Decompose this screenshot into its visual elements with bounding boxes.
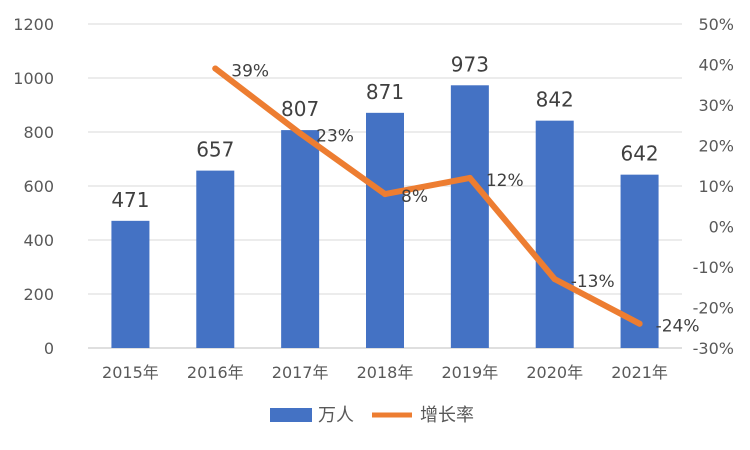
bar-data-label: 657 xyxy=(196,138,234,162)
line-data-label: 23% xyxy=(316,126,354,146)
x-tick-label: 2018年 xyxy=(357,363,414,382)
line-point xyxy=(551,276,558,283)
growth-rate-line xyxy=(212,65,643,327)
bar-data-label: 842 xyxy=(536,88,574,112)
bar xyxy=(366,112,404,348)
line-point xyxy=(382,191,388,198)
line-data-label: 39% xyxy=(231,62,269,82)
line-point xyxy=(297,130,304,137)
left-y-tick-label: 1000 xyxy=(13,69,54,88)
right-y-tick-label: -10% xyxy=(693,258,734,277)
line-data-label: 12% xyxy=(486,171,524,191)
line-point xyxy=(466,174,473,181)
right-y-tick-label: 50% xyxy=(698,15,734,34)
right-y-tick-label: -30% xyxy=(693,339,734,358)
bar xyxy=(281,130,320,348)
x-axis: 2015年 2016年 2017年 2018年 2019年 2020年 2021年 xyxy=(102,363,668,382)
bar xyxy=(450,85,489,348)
left-y-tick-label: 600 xyxy=(23,177,54,196)
line-data-label: -24% xyxy=(656,317,700,337)
x-tick-label: 2021年 xyxy=(611,363,668,382)
right-y-tick-label: 20% xyxy=(698,137,734,156)
x-tick-label: 2019年 xyxy=(441,363,498,382)
x-tick-label: 2015年 xyxy=(102,363,159,382)
legend-label-bars: 万人 xyxy=(318,405,354,426)
right-y-tick-label: 40% xyxy=(698,56,734,75)
bar xyxy=(535,120,574,348)
bar xyxy=(111,220,150,348)
right-y-tick-label: 30% xyxy=(698,96,734,115)
legend: 万人 增长率 xyxy=(270,405,474,426)
bar xyxy=(196,170,235,348)
line-data-label: -13% xyxy=(571,272,615,292)
left-y-axis: 0 200 400 600 800 1000 1200 xyxy=(13,15,54,358)
bar-data-label: 471 xyxy=(111,188,149,212)
right-y-axis: -30% -20% -10% 0% 10% 20% 30% 40% 50% xyxy=(693,15,734,358)
line-point xyxy=(212,65,219,72)
legend-swatch-bars xyxy=(270,408,312,422)
x-tick-label: 2020年 xyxy=(526,363,583,382)
legend-label-line: 增长率 xyxy=(420,405,474,426)
right-y-tick-label: 0% xyxy=(709,218,734,237)
bar-series: 471 657 807 871 973 842 642 xyxy=(111,52,659,348)
left-y-tick-label: 1200 xyxy=(13,15,54,34)
left-y-tick-label: 400 xyxy=(23,231,54,250)
bar-data-label: 871 xyxy=(366,80,404,104)
line-point xyxy=(636,320,643,327)
left-y-tick-label: 200 xyxy=(23,285,54,304)
bar-data-label: 642 xyxy=(620,142,658,166)
bar-data-label: 807 xyxy=(281,97,319,121)
line-series: 39% 23% 8% 12% -13% -24% xyxy=(212,62,699,337)
right-y-tick-label: 10% xyxy=(698,177,734,196)
left-y-tick-label: 800 xyxy=(23,123,54,142)
x-tick-label: 2016年 xyxy=(187,363,244,382)
x-tick-label: 2017年 xyxy=(272,363,329,382)
left-y-tick-label: 0 xyxy=(44,339,54,358)
bar-data-label: 973 xyxy=(451,52,489,76)
line-data-label: 8% xyxy=(401,187,428,207)
right-y-tick-label: -20% xyxy=(693,299,734,318)
